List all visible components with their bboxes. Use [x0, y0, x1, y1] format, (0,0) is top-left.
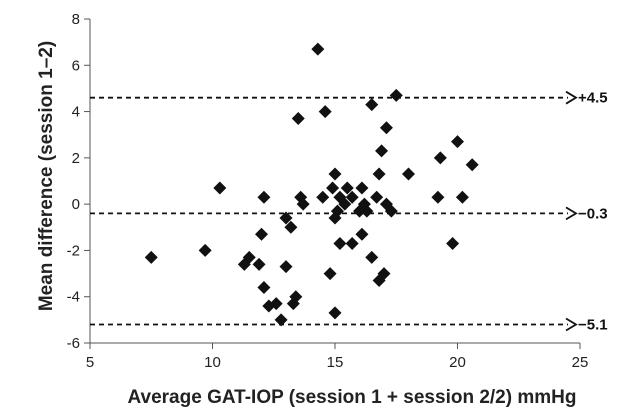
data-point [433, 151, 447, 165]
data-point [279, 260, 293, 274]
data-point [446, 236, 460, 250]
data-point [284, 220, 298, 234]
data-point [291, 112, 305, 126]
x-axis-title: Average GAT-IOP (session 1 + session 2/2… [128, 387, 577, 408]
reference-line-arrow [565, 317, 578, 332]
x-tick-label: 5 [86, 354, 94, 371]
data-point [355, 227, 369, 241]
data-point [257, 190, 271, 204]
data-point [316, 190, 330, 204]
data-point [311, 42, 325, 56]
data-point [355, 181, 369, 195]
axes: -6 -4 -2 0 2 4 6 8 5 10 15 20 25 [67, 11, 589, 371]
data-point [198, 243, 212, 257]
reference-line-arrow [565, 206, 578, 221]
y-axis-title: Mean difference (session 1–2) [36, 41, 57, 311]
data-point [257, 280, 271, 294]
y-tick-label: 6 [72, 57, 80, 74]
data-point [431, 190, 445, 204]
data-point [328, 306, 342, 320]
reference-line-label: −5.1 [578, 316, 608, 333]
data-point [269, 297, 283, 311]
data-point [365, 250, 379, 264]
data-point [213, 181, 227, 195]
data-point [365, 98, 379, 112]
reference-line-arrow [565, 90, 578, 105]
reference-line-label: +4.5 [578, 90, 608, 107]
data-point [372, 167, 386, 181]
data-point [333, 236, 347, 250]
data-point [255, 227, 268, 241]
y-tick-label: -6 [67, 335, 80, 352]
x-tick-label: 15 [327, 354, 344, 371]
data-point [338, 197, 352, 211]
y-tick-label: 4 [72, 104, 80, 121]
x-tick-label: 20 [449, 354, 466, 371]
data-point [375, 144, 389, 158]
y-tick-label: -4 [67, 289, 80, 306]
data-point [328, 167, 342, 181]
x-tick-label: 25 [572, 354, 589, 371]
data-point [289, 290, 303, 304]
data-point [318, 105, 332, 119]
x-tick-label: 10 [204, 354, 221, 371]
y-tick-label: -2 [67, 242, 80, 259]
data-point [144, 250, 158, 264]
data-point [323, 267, 337, 281]
data-point [340, 181, 354, 195]
data-point [252, 257, 266, 271]
data-point [274, 313, 288, 327]
data-point [465, 158, 479, 172]
data-point [389, 88, 403, 102]
data-point [330, 204, 344, 218]
data-point [242, 250, 256, 264]
data-point [451, 135, 464, 149]
data-point [379, 121, 393, 135]
data-point [279, 211, 293, 225]
data-point [296, 197, 310, 211]
data-point [326, 181, 340, 195]
y-tick-label: 0 [72, 196, 80, 213]
reference-line-label: −0.3 [578, 205, 608, 222]
y-tick-label: 8 [72, 11, 80, 28]
reference-lines: +4.5 −0.3 −5.1 [90, 90, 608, 333]
data-points [144, 42, 479, 327]
data-point [360, 204, 374, 218]
data-point [370, 190, 384, 204]
data-point [345, 236, 359, 250]
data-point [345, 190, 359, 204]
data-point [455, 190, 469, 204]
data-point [402, 167, 415, 181]
data-point [377, 267, 391, 281]
y-tick-label: 2 [72, 150, 80, 167]
data-point [384, 204, 398, 218]
